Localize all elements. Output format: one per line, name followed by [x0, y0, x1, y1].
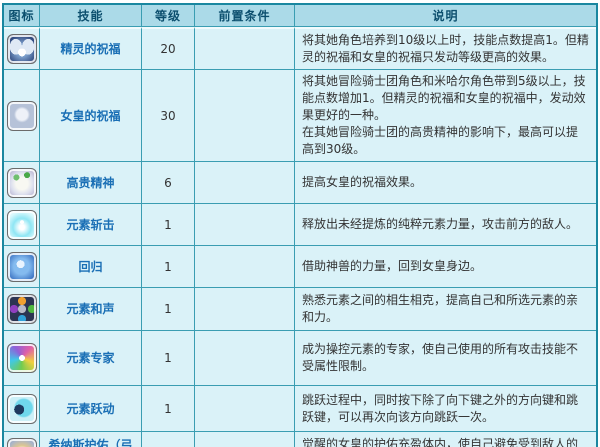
skill-level: 1 [142, 246, 195, 288]
skill-description: 借助神兽的力量，回到女皇身边。 [295, 246, 596, 288]
skill-prerequisite [195, 432, 295, 447]
skill-name: 元素和声 [40, 288, 142, 331]
skill-prerequisite [195, 246, 295, 288]
element-expert-icon [6, 343, 37, 373]
skill-level: 20 [142, 27, 195, 70]
skill-prerequisite [195, 386, 295, 432]
skill-prerequisite [195, 70, 295, 162]
empress-blessing-icon [6, 100, 37, 131]
table-row: 精灵的祝福 20 将其她角色培养到10级以上时，技能点数提高1。但精灵的祝福和女… [4, 27, 596, 70]
skill-level: 6 [142, 162, 195, 204]
skill-icon-cell [4, 204, 40, 246]
table-row: 希纳斯护佑（弓箭手） 2 觉醒的女皇的护佑充盈体内，使自己避免受到敌人的威胁。 [4, 432, 596, 447]
skill-icon-cell [4, 162, 40, 204]
column-header-skill: 技能 [40, 5, 142, 27]
column-header-desc: 说明 [295, 5, 596, 27]
skill-icon-cell [4, 432, 40, 447]
noble-spirit-icon [6, 167, 37, 198]
skill-icon-cell [4, 386, 40, 432]
header-row: 图标 技能 等级 前置条件 说明 [4, 5, 596, 27]
skill-level: 2 [142, 432, 195, 447]
skill-name: 元素专家 [40, 331, 142, 386]
skill-description: 释放出未经提炼的纯粹元素力量，攻击前方的敌人。 [295, 204, 596, 246]
skill-name: 回归 [40, 246, 142, 288]
skill-level: 1 [142, 386, 195, 432]
fairy-blessing-icon [6, 34, 37, 64]
column-header-level: 等级 [142, 5, 195, 27]
column-header-prereq: 前置条件 [195, 5, 295, 27]
skill-name: 女皇的祝福 [40, 70, 142, 162]
table-row: 元素跃动 1 跳跃过程中，同时按下除了向下键之外的方向键和跳跃键，可以再次向该方… [4, 386, 596, 432]
skill-name: 元素斩击 [40, 204, 142, 246]
skill-name: 元素跃动 [40, 386, 142, 432]
skill-name: 高贵精神 [40, 162, 142, 204]
skill-icon-cell [4, 246, 40, 288]
skill-description: 提高女皇的祝福效果。 [295, 162, 596, 204]
skill-level: 1 [142, 204, 195, 246]
skill-description: 成为操控元素的专家，使自己使用的所有攻击技能不受属性限制。 [295, 331, 596, 386]
skill-prerequisite [195, 204, 295, 246]
table-row: 女皇的祝福 30 将其她冒险骑士团角色和米哈尔角色带到5级以上，技能点数增加1。… [4, 70, 596, 162]
skill-level: 30 [142, 70, 195, 162]
skill-table-header: 图标 技能 等级 前置条件 说明 [4, 5, 596, 27]
element-leap-icon [6, 393, 37, 424]
table-row: 元素斩击 1 释放出未经提炼的纯粹元素力量，攻击前方的敌人。 [4, 204, 596, 246]
skill-description: 跳跃过程中，同时按下除了向下键之外的方向键和跳跃键，可以再次向该方向跳跃一次。 [295, 386, 596, 432]
skill-name: 希纳斯护佑（弓箭手） [40, 432, 142, 447]
skill-icon-cell [4, 331, 40, 386]
skill-table: 图标 技能 等级 前置条件 说明 精灵的祝福 20 将其她角色培养到10级以上时… [2, 3, 598, 447]
skill-level: 1 [142, 288, 195, 331]
element-harmony-icon [6, 294, 37, 324]
skill-icon-cell [4, 70, 40, 162]
skill-name: 精灵的祝福 [40, 27, 142, 70]
skill-prerequisite [195, 331, 295, 386]
skill-description: 将其她角色培养到10级以上时，技能点数提高1。但精灵的祝福和女皇的祝福只发动等级… [295, 27, 596, 70]
element-slash-icon [6, 209, 37, 240]
skill-description: 熟悉元素之间的相生相克，提高自己和所选元素的亲和力。 [295, 288, 596, 331]
skill-prerequisite [195, 162, 295, 204]
skill-table-body: 精灵的祝福 20 将其她角色培养到10级以上时，技能点数提高1。但精灵的祝福和女… [4, 27, 596, 447]
skill-description: 觉醒的女皇的护佑充盈体内，使自己避免受到敌人的威胁。 [295, 432, 596, 447]
skill-prerequisite [195, 27, 295, 70]
skill-description: 将其她冒险骑士团角色和米哈尔角色带到5级以上，技能点数增加1。但精灵的祝福和女皇… [295, 70, 596, 162]
skill-level: 1 [142, 331, 195, 386]
return-icon [6, 251, 37, 282]
skill-icon-cell [4, 288, 40, 331]
skill-prerequisite [195, 288, 295, 331]
skill-icon-cell [4, 27, 40, 70]
table-row: 元素专家 1 成为操控元素的专家，使自己使用的所有攻击技能不受属性限制。 [4, 331, 596, 386]
table-row: 回归 1 借助神兽的力量，回到女皇身边。 [4, 246, 596, 288]
table-row: 元素和声 1 熟悉元素之间的相生相克，提高自己和所选元素的亲和力。 [4, 288, 596, 331]
table-row: 高贵精神 6 提高女皇的祝福效果。 [4, 162, 596, 204]
cygnus-protection-icon [6, 437, 37, 447]
column-header-icon: 图标 [4, 5, 40, 27]
